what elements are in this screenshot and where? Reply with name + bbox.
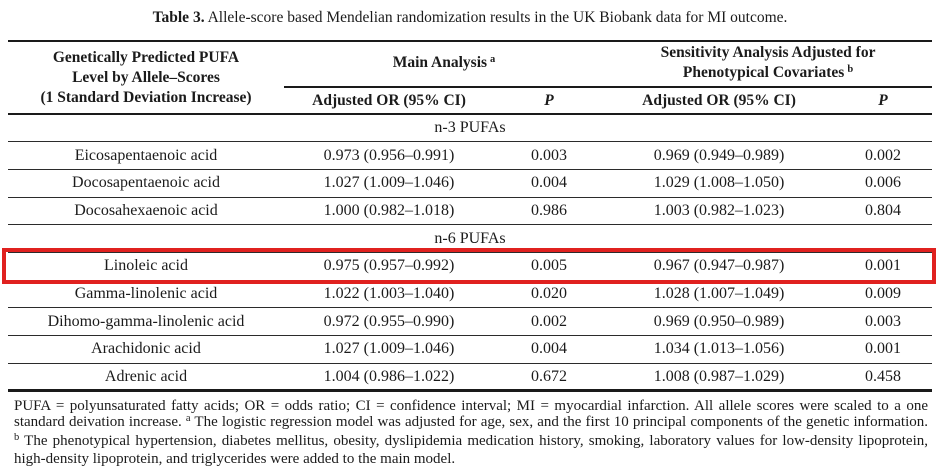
table-row-linoleic: Linoleic acid 0.975 (0.957–0.992) 0.005 …	[8, 252, 933, 281]
or-sensitivity-value: 0.969 (0.949–0.989)	[604, 141, 835, 170]
col-header-p-main: P	[494, 87, 605, 115]
p-sensitivity-value: 0.001	[834, 335, 933, 364]
table-caption-text: Allele-score based Mendelian randomizati…	[207, 9, 788, 26]
table-body: n-3 PUFAs Eicosapentaenoic acid 0.973 (0…	[8, 114, 933, 393]
p-sensitivity-value: 0.009	[834, 280, 933, 309]
or-main-value: 1.027 (1.009–1.046)	[284, 169, 494, 198]
p-sensitivity-value: 0.003	[834, 307, 933, 336]
or-sensitivity-value: 1.029 (1.008–1.050)	[604, 169, 835, 198]
or-sensitivity-value: 1.003 (0.982–1.023)	[604, 197, 835, 226]
row-name: Dihomo-gamma-linolenic acid	[8, 307, 284, 336]
table-header: Genetically Predicted PUFA Level by Alle…	[8, 41, 933, 115]
table-footnote: PUFA = polyunsaturated fatty acids; OR =…	[14, 398, 928, 467]
section-label: n-6 PUFAs	[8, 224, 933, 253]
footnote-marker-a: a	[490, 54, 496, 65]
or-main-value: 1.004 (0.986–1.022)	[284, 363, 494, 393]
section-label: n-3 PUFAs	[8, 114, 933, 143]
p-sensitivity-value: 0.458	[834, 363, 933, 393]
footnote-marker-b: b	[847, 64, 854, 75]
section-row-n3-pufas: n-3 PUFAs	[8, 114, 933, 143]
p-sensitivity-value: 0.001	[834, 252, 933, 281]
row-name: Docosahexaenoic acid	[8, 197, 284, 226]
or-sensitivity-value: 1.034 (1.013–1.056)	[604, 335, 835, 364]
footnote-abbreviations: PUFA = polyunsaturated fatty acids; OR =…	[14, 398, 928, 431]
row-name: Docosapentaenoic acid	[8, 169, 284, 198]
col-header-pufa-level: Genetically Predicted PUFA Level by Alle…	[8, 41, 284, 115]
row-name: Linoleic acid	[8, 252, 284, 281]
row-name: Gamma-linolenic acid	[8, 280, 284, 309]
footnote-ref-b: b	[14, 431, 20, 443]
col-header-p-sensitivity: P	[834, 87, 933, 115]
table-caption: Table 3. Allele-score based Mendelian ra…	[0, 9, 940, 27]
p-sensitivity-value: 0.804	[834, 197, 933, 226]
p-sensitivity-value: 0.006	[834, 169, 933, 198]
table-row-dihomo-gamma-linolenic: Dihomo-gamma-linolenic acid 0.972 (0.955…	[8, 307, 933, 336]
p-sensitivity-value: 0.002	[834, 141, 933, 170]
p-main-value: 0.002	[494, 307, 605, 336]
row-name: Eicosapentaenoic acid	[8, 141, 284, 170]
table-caption-label: Table 3.	[152, 9, 205, 26]
or-main-value: 0.972 (0.955–0.990)	[284, 307, 494, 336]
p-main-value: 0.672	[494, 363, 605, 393]
or-main-value: 1.000 (0.982–1.018)	[284, 197, 494, 226]
mendelian-randomization-table: Genetically Predicted PUFA Level by Alle…	[8, 40, 933, 393]
or-main-value: 1.027 (1.009–1.046)	[284, 335, 494, 364]
or-main-value: 0.973 (0.956–0.991)	[284, 141, 494, 170]
or-sensitivity-value: 1.028 (1.007–1.049)	[604, 280, 835, 309]
p-main-value: 0.003	[494, 141, 605, 170]
group-header-sensitivity-analysis: Sensitivity Analysis Adjusted for Phenot…	[604, 41, 933, 88]
or-sensitivity-value: 0.969 (0.950–0.989)	[604, 307, 835, 336]
p-main-value: 0.005	[494, 252, 605, 281]
group-header-main-analysis: Main Analysis a	[284, 41, 605, 88]
footnote-ref-a: a	[185, 413, 191, 425]
row-name: Adrenic acid	[8, 363, 284, 393]
table-row-adrenic: Adrenic acid 1.004 (0.986–1.022) 0.672 1…	[8, 363, 933, 393]
sub-header-row: Adjusted OR (95% CI) P Adjusted OR (95% …	[8, 87, 933, 115]
col-header-or-main: Adjusted OR (95% CI)	[284, 87, 494, 115]
table-row-eicosapentaenoic: Eicosapentaenoic acid 0.973 (0.956–0.991…	[8, 141, 933, 170]
p-main-value: 0.020	[494, 280, 605, 309]
or-main-value: 0.975 (0.957–0.992)	[284, 252, 494, 281]
group-header-row: Genetically Predicted PUFA Level by Alle…	[8, 41, 933, 115]
p-main-value: 0.986	[494, 197, 605, 226]
or-sensitivity-value: 0.967 (0.947–0.987)	[604, 252, 835, 281]
or-sensitivity-value: 1.008 (0.987–1.029)	[604, 363, 835, 393]
table-row-gamma-linolenic: Gamma-linolenic acid 1.022 (1.003–1.040)…	[8, 280, 933, 309]
p-main-value: 0.004	[494, 335, 605, 364]
row-name: Arachidonic acid	[8, 335, 284, 364]
footnote-main-model: The logistic regression model was adjust…	[194, 414, 929, 431]
table-row-docosapentaenoic: Docosapentaenoic acid 1.027 (1.009–1.046…	[8, 169, 933, 198]
col-header-or-sensitivity: Adjusted OR (95% CI)	[604, 87, 835, 115]
footnote-sensitivity-model: The phenotypical hypertension, diabetes …	[14, 432, 928, 467]
table-row-arachidonic: Arachidonic acid 1.027 (1.009–1.046) 0.0…	[8, 335, 933, 364]
section-row-n6-pufas: n-6 PUFAs	[8, 224, 933, 253]
or-main-value: 1.022 (1.003–1.040)	[284, 280, 494, 309]
p-main-value: 0.004	[494, 169, 605, 198]
table-row-docosahexaenoic: Docosahexaenoic acid 1.000 (0.982–1.018)…	[8, 197, 933, 226]
